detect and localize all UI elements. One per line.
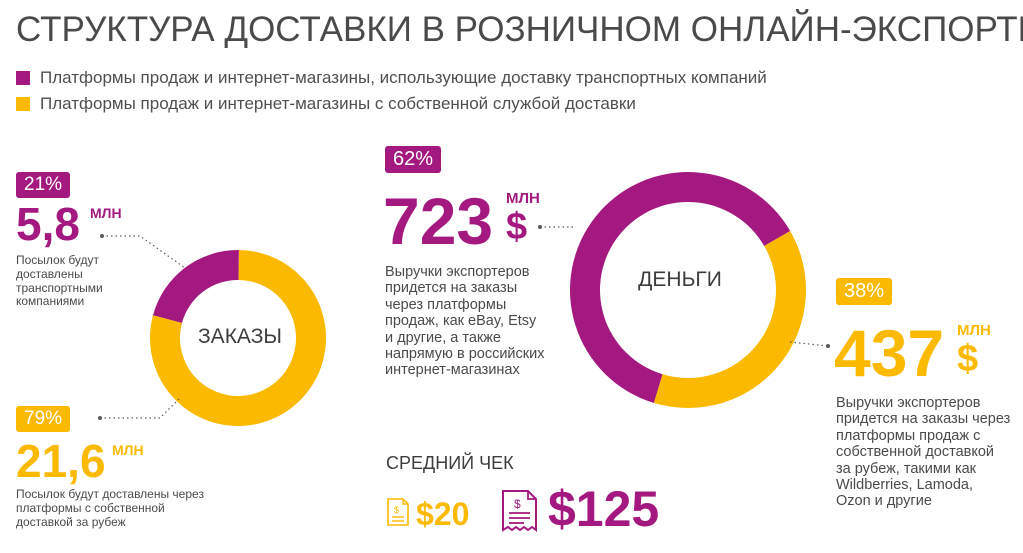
receipt-icon: $ xyxy=(502,490,537,532)
orders-own-desc: Посылок будут доставлены через платформы… xyxy=(16,487,204,529)
money-center-label: ДЕНЬГИ xyxy=(638,268,722,291)
orders-donut xyxy=(149,250,326,427)
legend-swatch-transport xyxy=(16,71,30,85)
money-transport-pct: 62% xyxy=(385,146,442,173)
legend-swatch-own xyxy=(16,97,30,111)
orders-transport-value: 5,8 xyxy=(16,198,80,250)
money-transport-currency: $ xyxy=(506,206,528,248)
legend-item-own: Платформы продаж и интернет-магазины с с… xyxy=(16,94,636,114)
connector-dot xyxy=(538,225,542,229)
legend-label-transport: Платформы продаж и интернет-магазины, ис… xyxy=(40,68,767,87)
page-title: СТРУКТУРА ДОСТАВКИ В РОЗНИЧНОМ ОНЛАЙН-ЭК… xyxy=(16,10,1023,49)
money-own-desc: Выручки экспортеров придется на заказы ч… xyxy=(836,395,1011,510)
orders-transport-block: 21% xyxy=(16,172,71,198)
money-own-unit: МЛН xyxy=(957,322,991,339)
orders-transport-desc: Посылок будут доставлены транспортными к… xyxy=(16,253,103,309)
money-transport-unit: МЛН xyxy=(506,190,540,207)
avg-check-transport-value: $125 xyxy=(548,481,660,537)
money-transport-desc: Выручки экспортеров придется на заказы ч… xyxy=(385,264,545,379)
money-donut xyxy=(569,172,806,409)
avg-check-own-value: $20 xyxy=(416,496,470,532)
connector-dot xyxy=(100,234,104,238)
svg-text:$: $ xyxy=(514,497,521,511)
money-slice-own xyxy=(653,231,806,409)
orders-own-unit: МЛН xyxy=(112,442,144,458)
money-own-value: 437 xyxy=(834,316,945,390)
orders-transport-pct: 21% xyxy=(16,172,71,198)
money-transport-value: 723 xyxy=(383,184,494,258)
connector-dot xyxy=(826,344,830,348)
connector-dot xyxy=(98,416,102,420)
orders-center-label: ЗАКАЗЫ xyxy=(198,325,282,348)
receipt-icon: $ xyxy=(387,498,409,526)
orders-slice-transport xyxy=(152,250,239,323)
orders-transport-unit: МЛН xyxy=(90,205,122,221)
orders-slice-own xyxy=(149,250,326,427)
legend-label-own: Платформы продаж и интернет-магазины с с… xyxy=(40,94,636,113)
money-own-currency: $ xyxy=(957,338,979,380)
legend-item-transport: Платформы продаж и интернет-магазины, ис… xyxy=(16,68,767,88)
avg-check-label: СРЕДНИЙ ЧЕК xyxy=(386,453,514,473)
connector-orders-own xyxy=(100,397,181,419)
connector-money-own xyxy=(789,341,829,347)
money-own-pct: 38% xyxy=(836,278,893,305)
svg-text:$: $ xyxy=(394,505,399,515)
orders-own-value: 21,6 xyxy=(16,435,106,487)
orders-own-pct: 79% xyxy=(16,406,71,432)
